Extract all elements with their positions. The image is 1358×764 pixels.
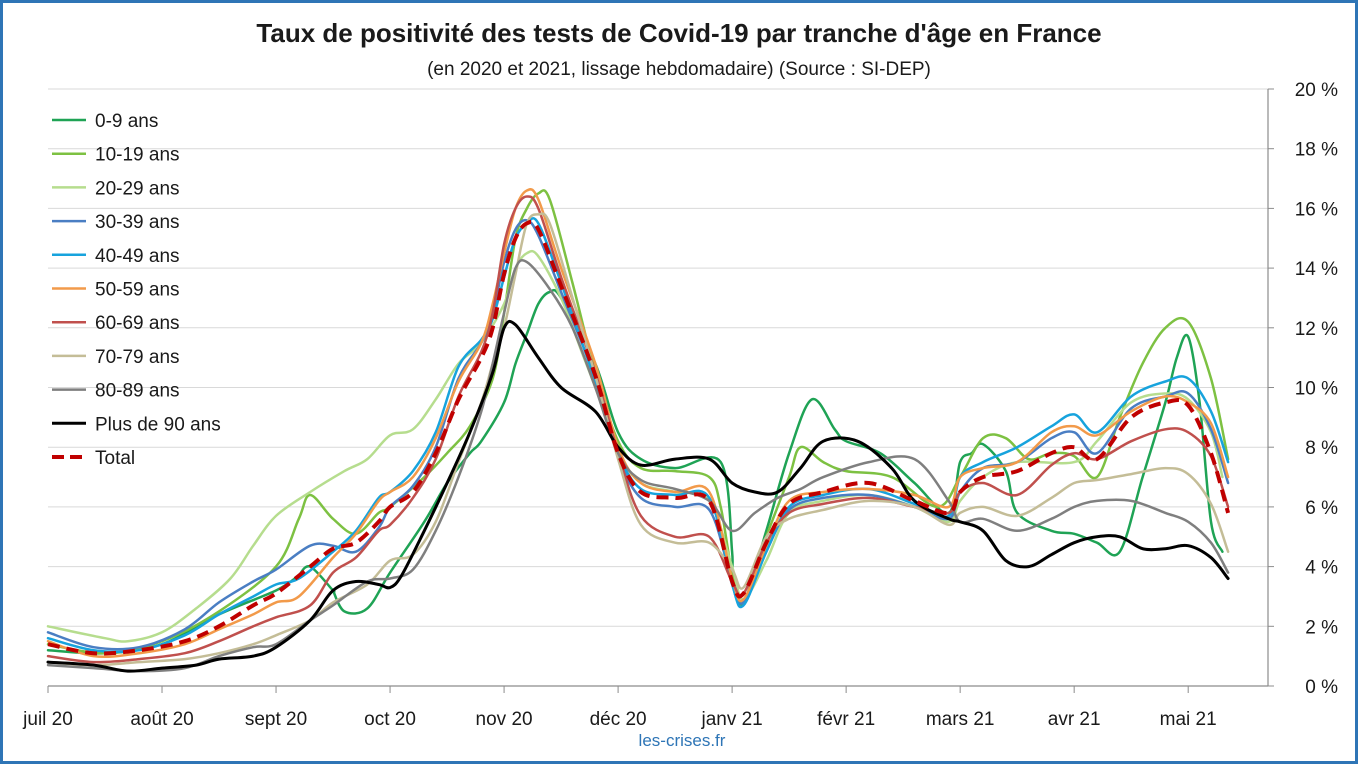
- source-label: les-crises.fr: [639, 731, 726, 750]
- x-tick-label: sept 20: [245, 709, 307, 730]
- y-tick-label: 16 %: [1295, 199, 1338, 220]
- series-line-5: [46, 188, 1230, 659]
- y-tick-label: 14 %: [1295, 259, 1338, 280]
- legend-label: 70-79 ans: [95, 347, 180, 368]
- y-tick-label: 0 %: [1305, 677, 1338, 698]
- series-lines: [46, 188, 1231, 673]
- legend-label: 20-29 ans: [95, 178, 180, 199]
- series-line-10: [47, 219, 1231, 656]
- x-tick-label: févr 21: [817, 709, 875, 730]
- y-tick-label: 2 %: [1305, 617, 1338, 638]
- series-line-6: [46, 195, 1230, 664]
- gridlines: [48, 88, 1268, 627]
- legend-label: Total: [95, 448, 135, 469]
- y-tick-label: 12 %: [1295, 319, 1338, 340]
- x-tick-label: août 20: [130, 709, 193, 730]
- legend-label: 50-59 ans: [95, 280, 180, 301]
- y-tick-label: 8 %: [1305, 438, 1338, 459]
- series-line-9: [46, 319, 1230, 673]
- legend-label: 40-49 ans: [95, 246, 180, 267]
- x-tick-label: déc 20: [590, 709, 647, 730]
- x-tick-label: juil 20: [22, 709, 73, 730]
- y-tick-label: 18 %: [1295, 140, 1338, 161]
- series-line-2: [46, 249, 1224, 643]
- legend-label: Plus de 90 ans: [95, 414, 221, 435]
- legend-label: 10-19 ans: [95, 145, 180, 166]
- y-tick-label: 20 %: [1295, 80, 1338, 101]
- y-tick-label: 10 %: [1295, 379, 1338, 400]
- legend-label: 0-9 ans: [95, 111, 158, 132]
- legend-label: 30-39 ans: [95, 212, 180, 233]
- y-tick-label: 6 %: [1305, 498, 1338, 519]
- legend-label: 60-69 ans: [95, 313, 180, 334]
- x-tick-label: oct 20: [364, 709, 416, 730]
- series-line-8: [46, 258, 1230, 673]
- y-tick-label: 4 %: [1305, 558, 1338, 579]
- x-tick-label: mars 21: [926, 709, 995, 730]
- legend: 0-9 ans 10-19 ans 20-29 ans 30-39 ans 40-49 …: [52, 111, 221, 469]
- x-tick-label: janv 21: [700, 709, 762, 730]
- legend-label: 80-89 ans: [95, 381, 180, 402]
- x-tick-label: nov 20: [476, 709, 533, 730]
- chart-title: Taux de positivité des tests de Covid-19…: [256, 18, 1101, 48]
- series-line-4: [46, 217, 1230, 654]
- x-tick-label: mai 21: [1160, 709, 1217, 730]
- x-tick-label: avr 21: [1048, 709, 1101, 730]
- axes: 0 % 2 % 4 % 6 % 8 % 10 % 12 % 14 % 16 % 18 % 20 % j…: [22, 80, 1338, 730]
- chart-subtitle: (en 2020 et 2021, lissage hebdomadaire) …: [427, 59, 931, 80]
